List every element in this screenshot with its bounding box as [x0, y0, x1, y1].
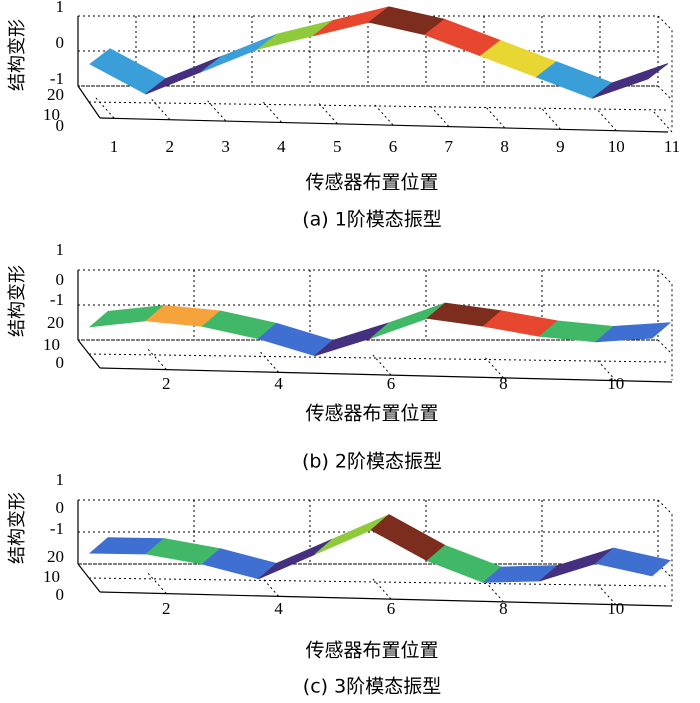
panel-caption: (b) 2阶模态振型	[302, 451, 442, 473]
x-tick-label: 2	[162, 599, 171, 618]
depth-tick-label: 10	[43, 567, 60, 586]
x-tick-label: 10	[607, 599, 624, 618]
surface-segment	[370, 302, 446, 339]
z-tick-label: 0	[56, 498, 65, 517]
x-tick-label: 3	[221, 137, 230, 156]
floor-grid	[88, 101, 667, 111]
z-tick-label: 1	[56, 240, 65, 259]
right-wall	[657, 499, 673, 604]
x-tick-guide	[147, 349, 167, 370]
depth-tick-label: 0	[56, 585, 65, 604]
z-tick-label: -1	[50, 290, 64, 309]
x-tick-label: 4	[274, 374, 283, 393]
right-wall-edge	[657, 563, 673, 579]
x-axis-label: 传感器布置位置	[305, 640, 438, 662]
x-tick-label: 10	[608, 137, 625, 156]
depth-tick-label: 0	[56, 353, 65, 372]
x-axis-line	[99, 367, 673, 383]
depth-tick-label: 20	[47, 85, 64, 104]
x-tick-label: 5	[333, 137, 342, 156]
surface-segment	[591, 63, 669, 99]
depth-tick-label: 10	[43, 335, 60, 354]
x-tick-guide	[430, 106, 450, 127]
surface-segment	[314, 514, 390, 555]
x-tick-guide	[95, 97, 115, 119]
surface-segment	[594, 322, 672, 343]
z-tick-label: -1	[50, 69, 64, 88]
x-tick-label: 2	[166, 137, 175, 156]
x-tick-guide	[542, 108, 561, 130]
x-tick-guide	[147, 573, 167, 594]
x-tick-label: 6	[389, 137, 398, 156]
y-axis-label: 结构变形	[7, 265, 28, 337]
right-wall	[657, 15, 673, 130]
surface-segment	[258, 538, 334, 580]
x-tick-label: 11	[664, 137, 680, 156]
surface-segment	[370, 514, 446, 562]
x-tick-label: 6	[387, 599, 396, 618]
floor-grid	[88, 577, 667, 587]
x-tick-label: 4	[274, 599, 283, 618]
x-axis-label: 传感器布置位置	[305, 172, 438, 194]
x-tick-guide	[260, 575, 279, 597]
x-tick-label: 10	[607, 374, 624, 393]
x-tick-label: 4	[277, 137, 286, 156]
x-tick-label: 7	[445, 137, 454, 156]
x-tick-guide	[653, 111, 673, 133]
x-axis-line	[99, 117, 669, 133]
right-wall-edge	[657, 339, 673, 355]
x-tick-guide	[374, 104, 394, 126]
z-tick-label: 0	[56, 270, 65, 289]
x-axis-line	[99, 591, 673, 607]
floor-grid	[88, 353, 667, 363]
surface-segment	[594, 547, 671, 577]
surface-segment	[257, 20, 334, 50]
depth-tick-label: 20	[47, 313, 64, 332]
z-tick-label: 1	[56, 0, 65, 16]
x-tick-guide	[260, 351, 279, 373]
depth-tick-label: 0	[56, 116, 65, 135]
x-tick-guide	[597, 110, 617, 131]
x-tick-label: 9	[556, 137, 565, 156]
x-tick-label: 8	[499, 374, 508, 393]
depth-tick-label: 20	[47, 547, 64, 566]
z-tick-label: -1	[50, 519, 64, 538]
x-tick-label: 8	[500, 137, 509, 156]
x-tick-guide	[318, 103, 338, 124]
right-wall-edge	[657, 85, 673, 101]
x-tick-label: 2	[162, 374, 171, 393]
y-axis-label: 结构变形	[7, 19, 28, 91]
x-tick-guide	[263, 101, 282, 123]
y-axis-label: 结构变形	[7, 492, 28, 564]
z-tick-label: 0	[56, 33, 65, 52]
depth-tick-label: 10	[43, 105, 60, 124]
surface-segment	[201, 33, 278, 73]
right-wall	[657, 269, 673, 380]
panel-caption: (c) 3阶模态振型	[303, 676, 441, 698]
x-tick-label: 6	[387, 374, 396, 393]
x-tick-label: 1	[110, 137, 119, 156]
x-tick-label: 8	[499, 599, 508, 618]
x-axis-label: 传感器布置位置	[305, 403, 438, 425]
x-tick-guide	[151, 99, 171, 120]
x-tick-guide	[486, 107, 505, 129]
panel-caption: (a) 1阶模态振型	[302, 209, 442, 231]
z-tick-label: 1	[56, 470, 65, 489]
